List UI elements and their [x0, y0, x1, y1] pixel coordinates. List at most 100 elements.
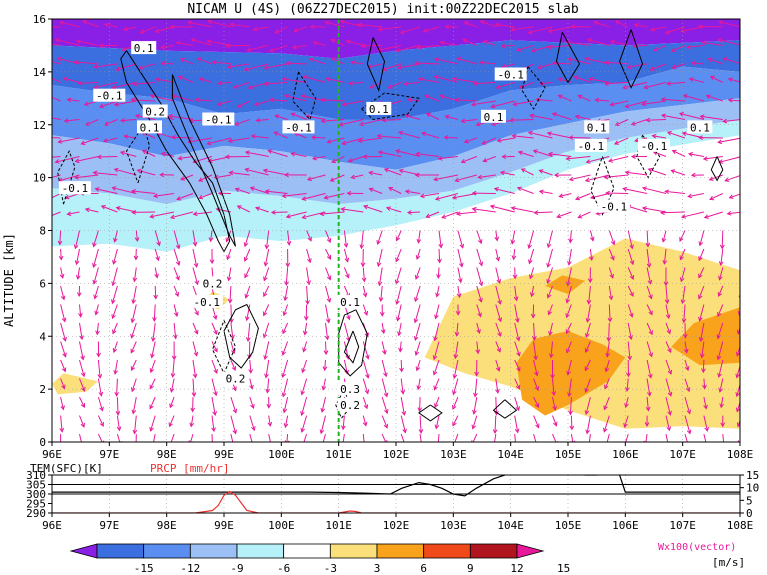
wind-vector-head [153, 294, 158, 300]
wind-vector [306, 285, 309, 304]
wind-vector-head [701, 368, 706, 374]
wind-vector [700, 115, 723, 120]
wind-vector-head [263, 276, 268, 282]
wind-vector [608, 322, 610, 341]
wind-vector-head [622, 186, 628, 192]
contour-label-bg [93, 88, 126, 102]
wind-vector-head [728, 194, 734, 199]
wind-vector [246, 304, 251, 321]
wind-vector-head [112, 259, 117, 265]
wind-vector [349, 81, 364, 85]
wind-vector [217, 100, 232, 106]
wind-vector-head [61, 317, 67, 323]
wind-vector [684, 359, 689, 371]
wind-vector-head [400, 389, 406, 395]
wind-vector [74, 61, 99, 65]
wind-vector [623, 188, 648, 194]
wind-vector [415, 341, 421, 356]
wind-vector-head [273, 131, 279, 136]
wind-vector [362, 434, 365, 442]
wind-vector-head [66, 211, 72, 216]
wind-vector-head [679, 236, 684, 242]
wind-vector [633, 44, 648, 47]
wind-vector-head [629, 244, 634, 250]
wind-vector [234, 119, 250, 126]
wind-vector-head [453, 354, 459, 360]
wind-vector-head [284, 281, 289, 287]
wind-vector-head [330, 38, 336, 44]
wind-vector [275, 115, 288, 120]
wind-vector-head [720, 422, 726, 428]
wind-vector [575, 115, 591, 120]
wind-vector-head [604, 448, 608, 452]
contour-label: 0.2 [203, 277, 223, 290]
wind-vector-head [98, 103, 104, 109]
wind-vector-head [213, 441, 214, 442]
wind-vector-head [647, 167, 653, 173]
wind-vector [569, 137, 591, 139]
wind-vector-head [722, 118, 728, 124]
wind-vector-head [319, 97, 325, 103]
wind-vector [285, 267, 289, 286]
wind-vector-head [92, 242, 97, 248]
wind-vector [511, 207, 534, 213]
wind-vector-head [121, 47, 127, 52]
wind-vector [687, 44, 704, 48]
wind-vector-head [186, 20, 192, 26]
wind-vector-head [291, 44, 297, 50]
wind-vector-head [551, 391, 557, 397]
wind-vector [570, 434, 574, 442]
wind-vector [653, 151, 667, 157]
wind-vector-head [136, 168, 142, 174]
wind-vector [325, 267, 331, 280]
wind-vector [495, 230, 498, 241]
wind-vector-head [80, 140, 86, 146]
wind-vector-head [377, 281, 383, 287]
wind-vector-head [348, 80, 353, 86]
wind-vector [631, 119, 648, 126]
wind-vector [462, 39, 477, 46]
wind-vector-head [413, 318, 419, 324]
wind-vector-head [416, 238, 422, 244]
wind-vector-head [647, 373, 653, 379]
wind-vector-head [529, 274, 534, 280]
wind-vector [113, 341, 118, 353]
wind-vector [247, 322, 251, 342]
wind-vector-head [252, 26, 258, 32]
wind-vector-head [455, 211, 461, 216]
wind-vector [55, 156, 80, 163]
wind-vector-head [81, 386, 86, 392]
contour-label-bg [202, 112, 235, 126]
wind-vector-head [588, 256, 594, 262]
wind-vector-head [510, 239, 516, 245]
wind-vector-head [699, 114, 705, 120]
wind-vector-head [376, 262, 382, 268]
wind-vector [154, 193, 175, 197]
wind-vector-head [589, 194, 596, 200]
contour-label-bg [494, 67, 527, 81]
wind-vector [116, 207, 137, 213]
wind-vector [438, 230, 442, 248]
wind-vector [684, 433, 688, 442]
wind-vector-head [326, 297, 332, 303]
wind-vector-head [381, 117, 387, 123]
wind-vector [378, 26, 402, 31]
wind-vector [665, 26, 686, 34]
wind-vector-head [302, 330, 308, 336]
wind-vector [414, 322, 421, 341]
wind-vector [85, 208, 99, 213]
wind-vector [414, 62, 440, 65]
wind-vector-head [283, 172, 289, 178]
wind-vector [683, 304, 686, 323]
wind-vector-head [130, 366, 136, 372]
wind-vector [603, 396, 610, 410]
wind-vector-head [282, 408, 288, 414]
wind-vector-head [93, 64, 99, 69]
contour-labels: -0.10.10.20.1-0.1-0.10.10.1-0.10.1-0.1 -0… [58, 41, 713, 412]
wind-vector [249, 433, 253, 442]
wind-vector [407, 211, 421, 214]
wind-vector [343, 248, 349, 262]
wind-vector-head [647, 279, 653, 285]
wind-vector-head [687, 152, 693, 157]
wind-vector [717, 322, 724, 339]
